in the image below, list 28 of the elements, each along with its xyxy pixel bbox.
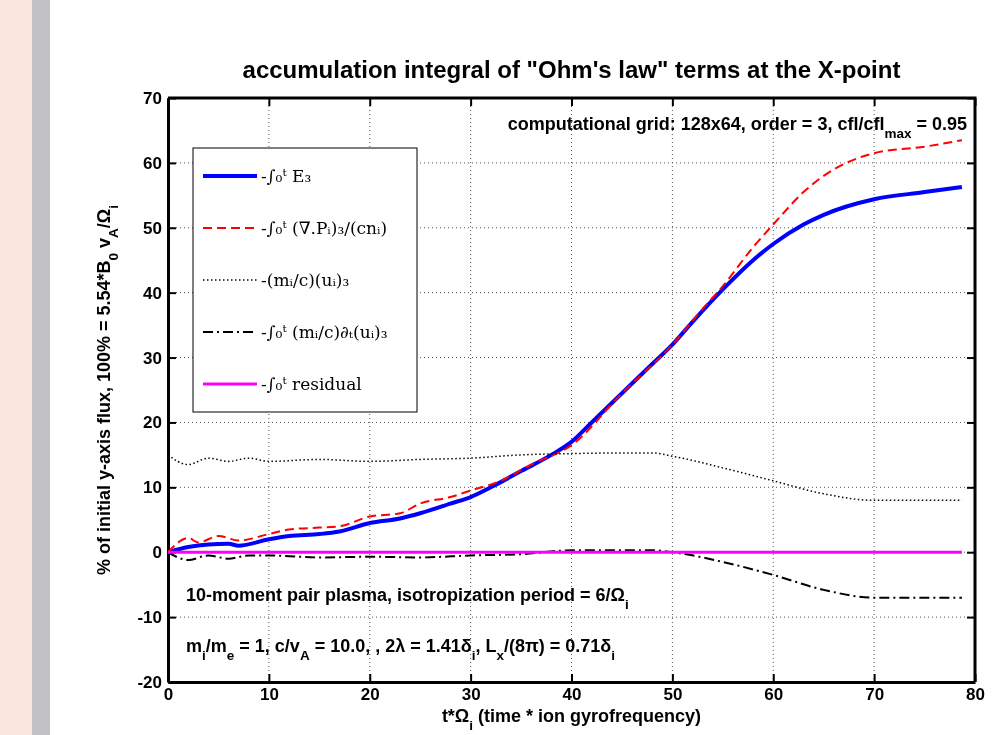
x-tick-label: 80 [966, 685, 985, 705]
y-tick-label: 60 [143, 153, 162, 173]
legend-label: -(mᵢ/c)(uᵢ)₃ [261, 270, 350, 290]
x-axis-title: t*Ω$_{i}$ (time * ion gyrofrequency) [441, 706, 702, 733]
legend-label: -∫₀ᵗ (mᵢ/c)∂ₜ(uᵢ)₃ [261, 322, 388, 342]
y-tick-label: 30 [143, 348, 162, 368]
y-tick-label: 0 [152, 543, 162, 563]
y-tick-label: 20 [143, 413, 162, 433]
y-tick-label: 40 [143, 283, 162, 303]
x-tick-label: 20 [360, 685, 380, 705]
legend-label: -∫₀ᵗ residual [261, 374, 362, 394]
y-tick-label: 70 [143, 88, 162, 108]
y-tick-label: 10 [143, 478, 162, 498]
x-tick-label: 50 [663, 685, 683, 705]
y-tick-label: -10 [137, 608, 162, 628]
annotation: computational grid: 128x64, order = 3, cfl/cfl$_{max}$ = 0.95 [507, 114, 967, 141]
x-tick-label: 40 [562, 685, 582, 705]
legend-label: -∫₀ᵗ (∇.Pᵢ)₃/(cnᵢ) [261, 218, 388, 238]
x-tick-label: 60 [764, 685, 784, 705]
x-tick-label: 70 [865, 685, 885, 705]
legend-label: -∫₀ᵗ E₃ [261, 166, 312, 186]
annotation: 10-moment pair plasma, isotropization period = 6/Ω$_{i}$ [186, 584, 629, 612]
x-tick-label: 30 [461, 685, 481, 705]
text: m$_{i}$/m$_{e}$ = 1, c/v$_{A}$ = 10.0, , 2λ = 1.41δ$_{i}$, L$_{x}$/(8π) = 0.71δ$_{i}$ [186, 635, 615, 662]
x-tick-label: 10 [259, 685, 279, 705]
y-tick-label: -20 [137, 672, 162, 692]
chart-title: accumulation integral of "Ohm's law" terms at the X-point [242, 56, 901, 83]
y-tick-label: 50 [143, 218, 162, 238]
